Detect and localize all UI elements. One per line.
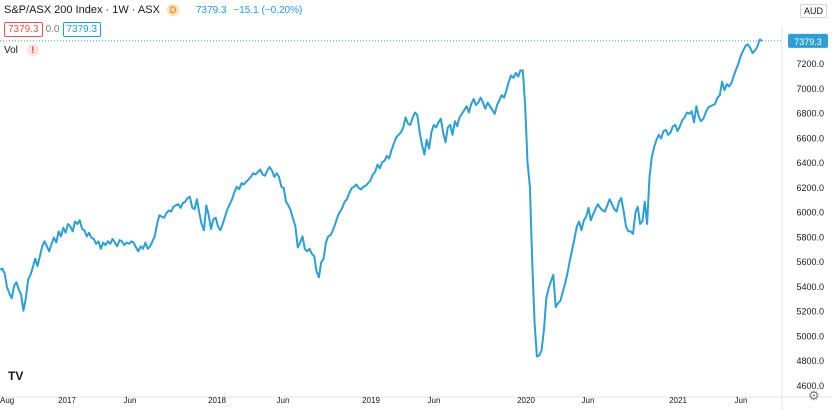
volume-row[interactable]: Vol ! [4,44,39,56]
y-tick-label: 4800.0 [796,356,824,366]
x-tick-label: Jun [735,396,748,405]
y-tick-label: 7200.0 [796,59,824,69]
gear-icon[interactable]: ⚙ [808,388,820,403]
x-tick-label: 2021 [669,396,687,405]
y-tick-label: 5800.0 [796,232,824,242]
price-series-line [0,38,763,358]
last-price-label-bg [788,33,828,48]
y-tick-label: 6000.0 [796,208,824,218]
x-tick-label: 2017 [58,396,76,405]
delay-badge: D [166,4,179,17]
currency-selector[interactable]: AUD [800,4,828,18]
y-tick-label: 6600.0 [796,133,824,143]
y-tick-label: 6200.0 [796,183,824,193]
y-tick-label: 6800.0 [796,109,824,119]
y-tick-label: 5600.0 [796,257,824,267]
tradingview-logo[interactable]: TV [8,369,24,383]
x-tick-label: 2020 [517,396,535,405]
last-price-label: 7379.3 [794,37,822,47]
vol-label: Vol [4,45,18,56]
y-tick-label: 5000.0 [796,331,824,341]
price-boxes: 7379.3 0.0 7379.3 [4,22,104,37]
y-tick-label: 7000.0 [796,84,824,94]
spread-value: 0.0 [45,24,60,35]
x-tick-label: Jun [582,396,595,405]
legend-title[interactable]: S&P/ASX 200 Index · 1W · ASX D [4,4,179,17]
y-tick-label: 5200.0 [796,307,824,317]
symbol-title[interactable]: S&P/ASX 200 Index · 1W · ASX [4,4,160,16]
buy-price-box[interactable]: 7379.3 [62,22,102,37]
y-tick-label: 5400.0 [796,282,824,292]
last-value: 7379.3 [196,5,227,16]
warning-icon[interactable]: ! [26,44,39,56]
sell-price-box[interactable]: 7379.3 [4,22,43,37]
x-tick-label: Jun [277,396,290,405]
x-tick-label: 2019 [362,396,380,405]
x-tick-label: Jun [428,396,441,405]
change-value: −15.1 (−0.20%) [233,5,303,16]
x-tick-label: 2018 [208,396,226,405]
legend-last-values: 7379.3 −15.1 (−0.20%) [196,5,302,16]
x-tick-label: Jun [124,396,137,405]
x-tick-label: Aug [0,396,14,405]
y-tick-label: 6400.0 [796,158,824,168]
y-tick-label: 4600.0 [796,381,824,391]
